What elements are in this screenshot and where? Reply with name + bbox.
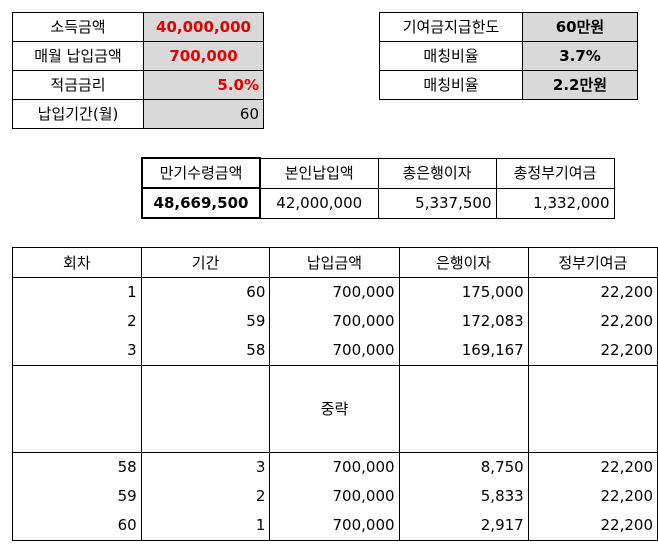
gov-cell[interactable]: 22,200 xyxy=(527,307,658,336)
interest-cell[interactable]: 8,750 xyxy=(398,452,529,482)
round-cell[interactable]: 1 xyxy=(12,277,142,307)
period-cell[interactable]: 60 xyxy=(140,277,271,307)
gov-cell[interactable]: 22,200 xyxy=(527,452,658,482)
summary-value-row: 48,669,500 42,000,000 5,337,500 1,332,00… xyxy=(141,187,615,219)
payment-cell[interactable]: 700,000 xyxy=(269,336,400,366)
interest-cell[interactable]: 5,833 xyxy=(398,482,529,511)
limit-table: 기여금지급한도 60만원 매칭비율 3.7% 매칭비율 2.2만원 xyxy=(379,12,638,100)
period-cell[interactable]: 59 xyxy=(140,307,271,336)
period-value-cell[interactable]: 60 xyxy=(143,99,264,129)
period-row: 납입기간(월) 60 xyxy=(12,99,264,129)
omitted-label[interactable]: 중략 xyxy=(269,365,400,453)
gov-header: 정부기여금 xyxy=(527,247,658,278)
period-label: 납입기간(월) xyxy=(12,99,144,129)
own-payment-cell[interactable]: 42,000,000 xyxy=(259,187,379,219)
gov-cell[interactable]: 22,200 xyxy=(527,482,658,511)
monthly-value-cell[interactable]: 700,000 xyxy=(143,41,264,71)
bank-interest-cell[interactable]: 5,337,500 xyxy=(377,187,497,219)
omitted-cell[interactable] xyxy=(12,365,142,453)
omitted-cell[interactable] xyxy=(140,365,271,453)
ratio-row: 매칭비율 3.7% xyxy=(379,41,638,71)
interest-header: 은행이자 xyxy=(398,247,529,278)
period-header: 기간 xyxy=(140,247,271,278)
payment-cell[interactable]: 700,000 xyxy=(269,277,400,307)
gov-cell[interactable]: 22,200 xyxy=(527,277,658,307)
omitted-cell[interactable] xyxy=(398,365,529,453)
limit-value-cell[interactable]: 60만원 xyxy=(522,12,638,42)
table-row: 58 3 700,000 8,750 22,200 xyxy=(12,452,658,482)
round-cell[interactable]: 3 xyxy=(12,336,142,366)
period-cell[interactable]: 3 xyxy=(140,452,271,482)
gov-contribution-cell[interactable]: 1,332,000 xyxy=(495,187,615,219)
period-cell[interactable]: 58 xyxy=(140,336,271,366)
table-row: 3 58 700,000 169,167 22,200 xyxy=(12,336,658,366)
gov-cell[interactable]: 22,200 xyxy=(527,336,658,366)
payment-cell[interactable]: 700,000 xyxy=(269,482,400,511)
table-row: 1 60 700,000 175,000 22,200 xyxy=(12,277,658,307)
monthly-row: 매월 납입금액 700,000 xyxy=(12,41,264,71)
table-row: 2 59 700,000 172,083 22,200 xyxy=(12,307,658,336)
round-cell[interactable]: 2 xyxy=(12,307,142,336)
table-row: 60 1 700,000 2,917 22,200 xyxy=(12,511,658,541)
rate-row: 적금금리 5.0% xyxy=(12,70,264,100)
income-label: 소득금액 xyxy=(12,12,144,42)
gov-contribution-header: 총정부기여금 xyxy=(495,157,615,189)
bank-interest-header: 총은행이자 xyxy=(377,157,497,189)
round-cell[interactable]: 60 xyxy=(12,511,142,541)
detail-header-row: 회차 기간 납입금액 은행이자 정부기여금 xyxy=(12,247,658,278)
summary-table: 만기수령금액 본인납입액 총은행이자 총정부기여금 48,669,500 42,… xyxy=(141,157,615,219)
rate-label: 적금금리 xyxy=(12,70,144,100)
table-row: 59 2 700,000 5,833 22,200 xyxy=(12,482,658,511)
ratio2-value-cell[interactable]: 2.2만원 xyxy=(522,70,638,100)
payment-cell[interactable]: 700,000 xyxy=(269,307,400,336)
income-value-cell[interactable]: 40,000,000 xyxy=(143,12,264,42)
limit-label: 기여금지급한도 xyxy=(379,12,523,42)
payment-header: 납입금액 xyxy=(269,247,400,278)
payment-cell[interactable]: 700,000 xyxy=(269,452,400,482)
period-cell[interactable]: 2 xyxy=(140,482,271,511)
ratio-value-cell[interactable]: 3.7% xyxy=(522,41,638,71)
round-cell[interactable]: 58 xyxy=(12,452,142,482)
limit-row: 기여금지급한도 60만원 xyxy=(379,12,638,42)
gov-cell[interactable]: 22,200 xyxy=(527,511,658,541)
omitted-row: 중략 xyxy=(12,365,658,453)
monthly-label: 매월 납입금액 xyxy=(12,41,144,71)
payment-cell[interactable]: 700,000 xyxy=(269,511,400,541)
ratio-label: 매칭비율 xyxy=(379,41,523,71)
own-payment-header: 본인납입액 xyxy=(259,157,379,189)
round-cell[interactable]: 59 xyxy=(12,482,142,511)
summary-header-row: 만기수령금액 본인납입액 총은행이자 총정부기여금 xyxy=(141,157,615,189)
rate-value-cell[interactable]: 5.0% xyxy=(143,70,264,100)
interest-cell[interactable]: 2,917 xyxy=(398,511,529,541)
input-table: 소득금액 40,000,000 매월 납입금액 700,000 적금금리 5.0… xyxy=(12,12,264,129)
interest-cell[interactable]: 172,083 xyxy=(398,307,529,336)
ratio2-label: 매칭비율 xyxy=(379,70,523,100)
ratio2-row: 매칭비율 2.2만원 xyxy=(379,70,638,100)
interest-cell[interactable]: 169,167 xyxy=(398,336,529,366)
omitted-cell[interactable] xyxy=(527,365,658,453)
period-cell[interactable]: 1 xyxy=(140,511,271,541)
maturity-amount-cell[interactable]: 48,669,500 xyxy=(141,187,261,219)
interest-cell[interactable]: 175,000 xyxy=(398,277,529,307)
detail-table: 회차 기간 납입금액 은행이자 정부기여금 1 60 700,000 175,0… xyxy=(12,247,658,541)
maturity-amount-header: 만기수령금액 xyxy=(141,157,261,189)
round-header: 회차 xyxy=(12,247,142,278)
income-row: 소득금액 40,000,000 xyxy=(12,12,264,42)
